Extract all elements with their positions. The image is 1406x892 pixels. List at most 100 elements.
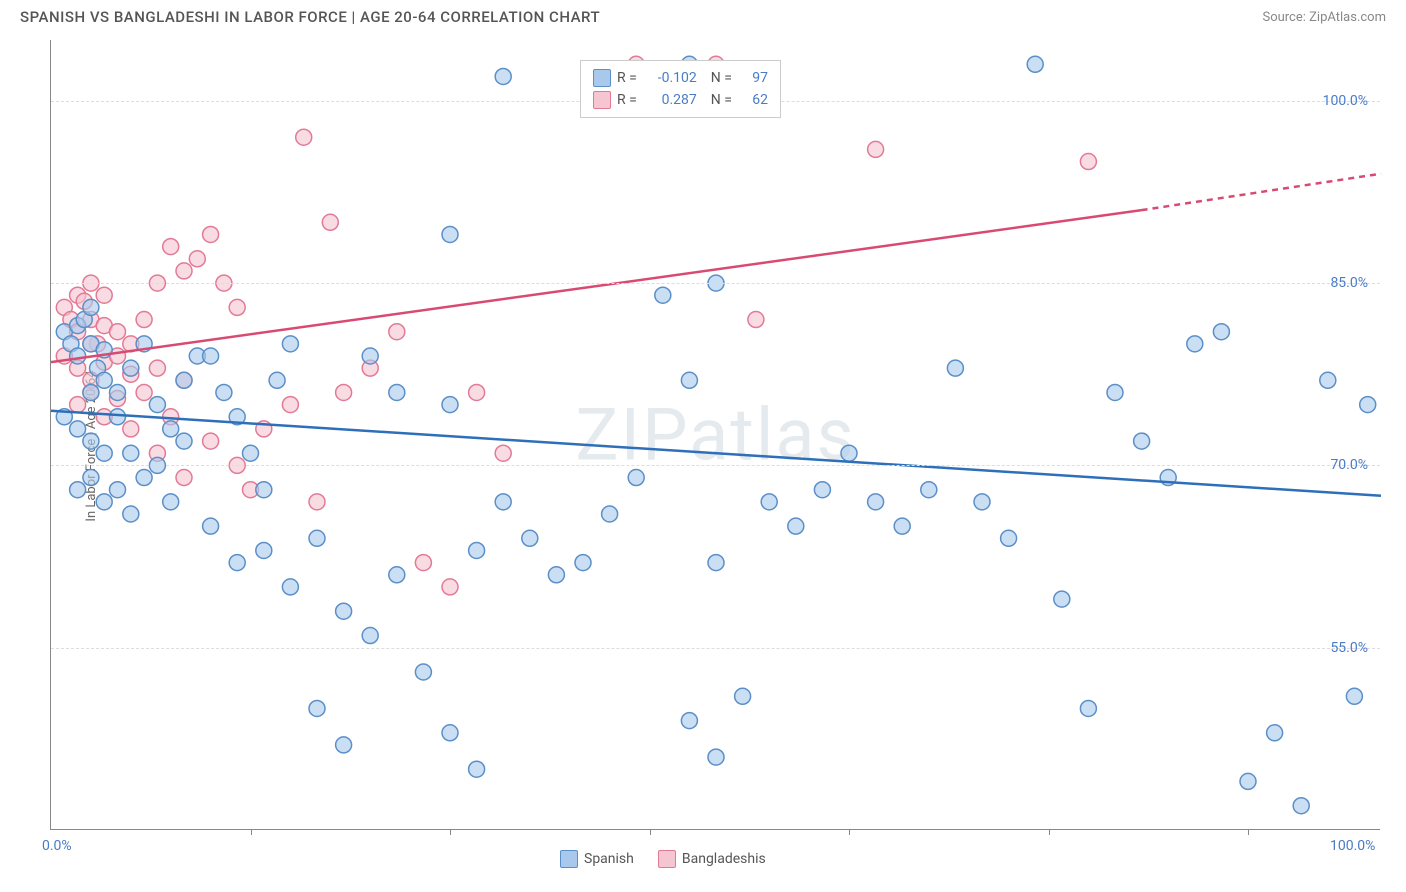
data-point	[1001, 530, 1017, 546]
x-max-label: 100.0%	[1330, 838, 1375, 854]
data-point	[243, 445, 259, 461]
data-point	[415, 664, 431, 680]
bangladeshi-r-value: 0.287	[643, 89, 697, 111]
data-point	[894, 518, 910, 534]
data-point	[748, 312, 764, 328]
data-point	[136, 384, 152, 400]
x-tick	[650, 829, 651, 835]
r-label: R =	[617, 89, 637, 111]
data-point	[282, 579, 298, 595]
data-point	[1187, 336, 1203, 352]
data-point	[469, 542, 485, 558]
data-point	[1134, 433, 1150, 449]
scatter-plot-svg	[51, 40, 1380, 829]
data-point	[575, 555, 591, 571]
data-point	[176, 433, 192, 449]
legend-item-spanish: Spanish	[560, 850, 634, 868]
x-tick	[450, 829, 451, 835]
data-point	[110, 409, 126, 425]
data-point	[362, 348, 378, 364]
data-point	[149, 397, 165, 413]
data-point	[309, 530, 325, 546]
legend-row-bangladeshi: R = 0.287 N = 62	[593, 89, 768, 111]
data-point	[469, 384, 485, 400]
data-point	[322, 214, 338, 230]
data-point	[256, 482, 272, 498]
data-point	[136, 470, 152, 486]
data-point	[256, 542, 272, 558]
data-point	[442, 226, 458, 242]
y-tick-label: 100.0%	[1323, 93, 1368, 109]
legend-item-bangladeshi: Bangladeshis	[658, 850, 766, 868]
x-tick	[849, 829, 850, 835]
data-point	[708, 555, 724, 571]
data-point	[495, 494, 511, 510]
data-point	[83, 299, 99, 315]
spanish-swatch-icon	[560, 850, 578, 868]
data-point	[282, 397, 298, 413]
legend-row-spanish: R = -0.102 N = 97	[593, 67, 768, 89]
data-point	[149, 360, 165, 376]
data-point	[136, 312, 152, 328]
data-point	[495, 445, 511, 461]
data-point	[110, 324, 126, 340]
data-point	[921, 482, 937, 498]
data-point	[309, 700, 325, 716]
data-point	[442, 397, 458, 413]
data-point	[1027, 56, 1043, 72]
data-point	[1293, 798, 1309, 814]
gridline	[51, 465, 1380, 466]
data-point	[309, 494, 325, 510]
data-point	[110, 384, 126, 400]
gridline	[51, 648, 1380, 649]
y-tick-label: 70.0%	[1330, 457, 1368, 473]
data-point	[203, 433, 219, 449]
data-point	[336, 603, 352, 619]
data-point	[362, 628, 378, 644]
data-point	[163, 239, 179, 255]
x-tick	[251, 829, 252, 835]
n-label: N =	[711, 67, 732, 89]
data-point	[70, 421, 86, 437]
data-point	[163, 494, 179, 510]
gridline	[51, 283, 1380, 284]
data-point	[735, 688, 751, 704]
bangladeshi-n-value: 62	[738, 89, 768, 111]
data-point	[389, 384, 405, 400]
spanish-r-value: -0.102	[643, 67, 697, 89]
data-point	[868, 494, 884, 510]
trend-line	[1142, 174, 1381, 210]
data-point	[522, 530, 538, 546]
x-min-label: 0.0%	[42, 838, 72, 854]
data-point	[1080, 154, 1096, 170]
data-point	[868, 141, 884, 157]
data-point	[70, 348, 86, 364]
bangladeshi-label: Bangladeshis	[682, 851, 766, 867]
spanish-n-value: 97	[738, 67, 768, 89]
data-point	[336, 737, 352, 753]
data-point	[83, 384, 99, 400]
data-point	[415, 555, 431, 571]
data-point	[389, 567, 405, 583]
data-point	[203, 226, 219, 242]
data-point	[176, 372, 192, 388]
data-point	[216, 384, 232, 400]
data-point	[469, 761, 485, 777]
data-point	[548, 567, 564, 583]
data-point	[681, 372, 697, 388]
spanish-swatch-icon	[593, 69, 611, 87]
data-point	[282, 336, 298, 352]
data-point	[1054, 591, 1070, 607]
bangladeshi-swatch-icon	[593, 91, 611, 109]
data-point	[229, 299, 245, 315]
data-point	[269, 372, 285, 388]
data-point	[442, 725, 458, 741]
data-point	[1360, 397, 1376, 413]
data-point	[1346, 688, 1362, 704]
data-point	[1213, 324, 1229, 340]
data-point	[123, 421, 139, 437]
y-tick-label: 55.0%	[1330, 640, 1368, 656]
data-point	[203, 348, 219, 364]
data-point	[123, 445, 139, 461]
data-point	[296, 129, 312, 145]
